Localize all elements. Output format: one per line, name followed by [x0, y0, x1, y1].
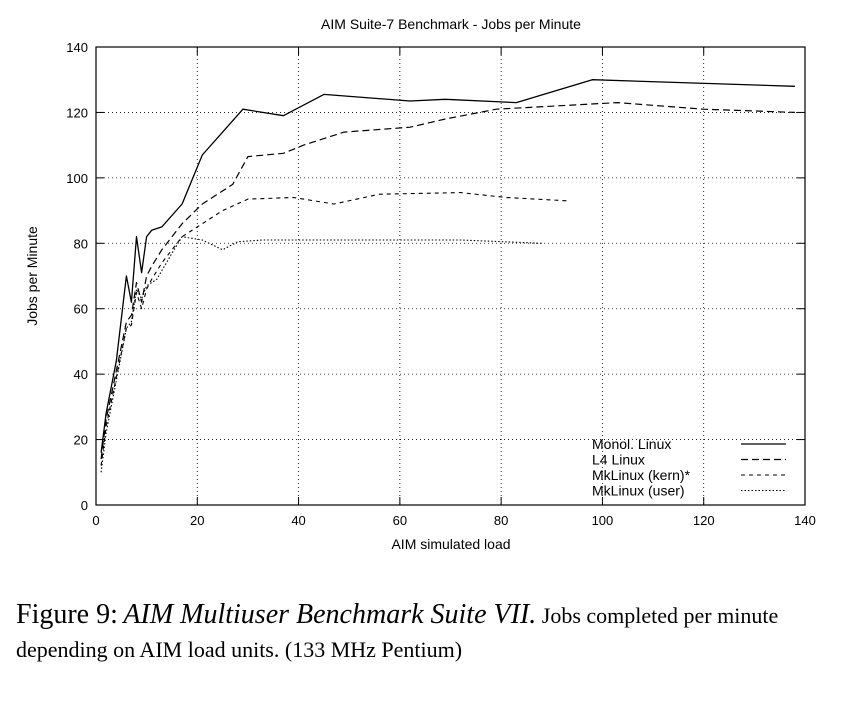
x-tick-label: 80: [494, 513, 508, 528]
series-line-3: [100, 192, 568, 466]
x-tick-label: 40: [291, 513, 305, 528]
x-tick-label: 120: [693, 513, 715, 528]
y-axis-label: Jobs per Minute: [24, 226, 40, 326]
y-tick-label: 60: [74, 302, 88, 317]
series-line-4: [100, 236, 542, 473]
series-lines: [100, 79, 795, 473]
chart-title: AIM Suite-7 Benchmark - Jobs per Minute: [321, 16, 581, 32]
x-axis-ticks: 0 20 40 60 80 100 120 140: [92, 47, 816, 528]
legend-label-2: L4 Linux: [592, 452, 645, 468]
caption-title: AIM Multiuser Benchmark Suite VII.: [123, 599, 537, 630]
y-tick-label: 80: [74, 236, 88, 251]
grid-lines: [96, 47, 805, 505]
y-tick-label: 40: [74, 367, 88, 382]
figure-caption: Figure 9: AIM Multiuser Benchmark Suite …: [16, 598, 836, 667]
legend-label-4: MkLinux (user): [592, 483, 685, 499]
caption-figure-label: Figure 9:: [16, 599, 118, 630]
y-tick-label: 20: [74, 433, 88, 448]
y-tick-label: 0: [81, 498, 88, 513]
series-line-1: [100, 79, 795, 453]
x-tick-label: 140: [794, 513, 816, 528]
legend-label-1: Monol. Linux: [592, 436, 671, 452]
y-tick-label: 100: [66, 171, 88, 186]
y-tick-label: 120: [66, 105, 88, 120]
x-tick-label: 0: [92, 513, 99, 528]
benchmark-chart: AIM Suite-7 Benchmark - Jobs per Minute …: [24, 16, 816, 552]
x-tick-label: 20: [190, 513, 204, 528]
y-tick-label: 140: [66, 40, 88, 55]
x-tick-label: 60: [393, 513, 407, 528]
x-axis-label: AIM simulated load: [391, 536, 510, 552]
legend-label-3: MkLinux (kern)*: [592, 467, 691, 483]
y-axis-ticks: 0 20 40 60 80 100 120 140: [66, 40, 805, 513]
caption-text: Jobs completed per minute depending on A…: [16, 603, 779, 662]
series-line-2: [100, 101, 795, 460]
x-tick-label: 100: [592, 513, 614, 528]
plot-frame: [95, 46, 806, 506]
